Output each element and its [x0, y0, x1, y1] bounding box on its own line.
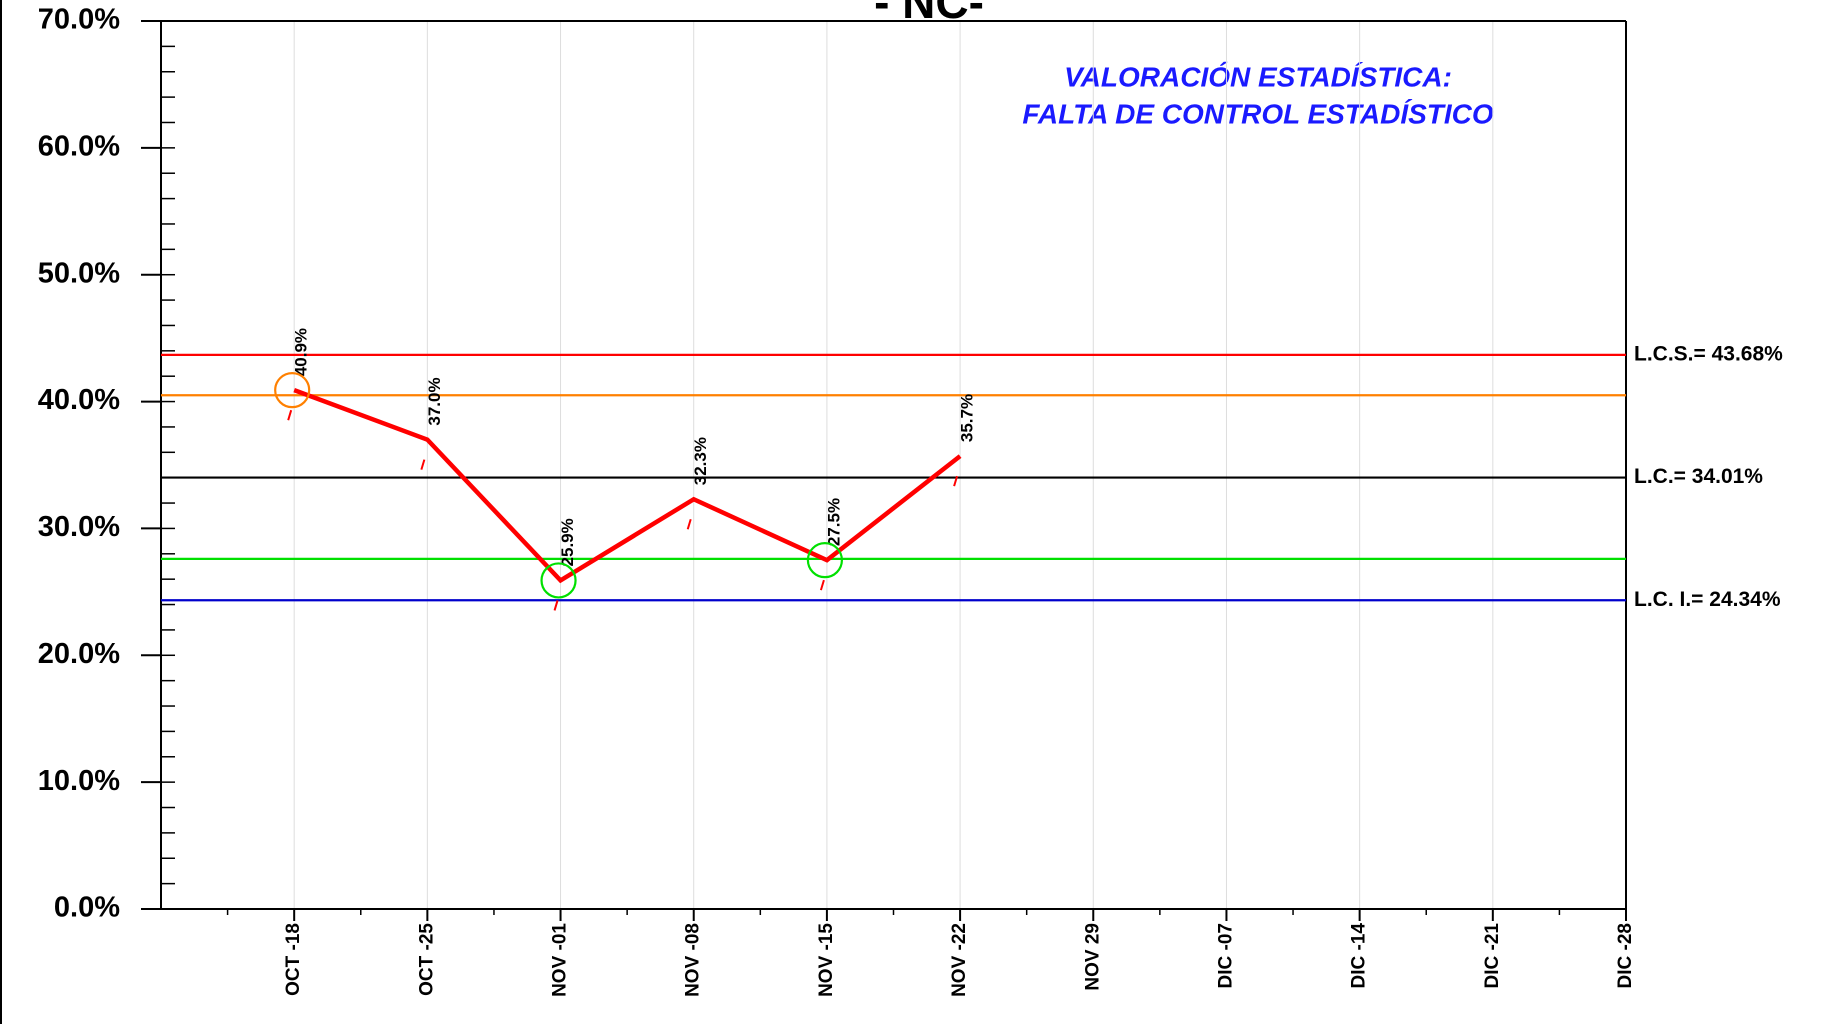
highlight-circle — [806, 542, 844, 579]
point-tick — [953, 475, 959, 487]
value-label: 35.7% — [958, 394, 977, 442]
highlight-circle — [274, 372, 311, 409]
x-tick-label: NOV -08 — [683, 923, 704, 997]
x-tick-label: NOV -15 — [816, 923, 837, 997]
highlight-circle — [540, 562, 577, 599]
y-tick-label: 0.0% — [54, 892, 120, 924]
reference-label: L.C.S.= 43.68% — [1634, 342, 1783, 365]
y-tick-label: 70.0% — [38, 4, 120, 36]
reference-label: L.C. I.= 24.34% — [1634, 588, 1781, 611]
value-label: 37.0% — [425, 377, 444, 425]
point-tick — [287, 409, 293, 421]
x-tick-label: DIC -14 — [1349, 923, 1370, 989]
reference-label: L.C.= 34.01% — [1634, 465, 1763, 488]
y-tick-label: 10.0% — [38, 765, 120, 797]
x-tick-label: NOV -01 — [550, 923, 571, 997]
x-tick-label: NOV -22 — [949, 923, 970, 997]
data-line — [293, 388, 962, 584]
x-tick-label: OCT -18 — [283, 923, 304, 996]
x-tick-label: DIC -21 — [1482, 923, 1503, 989]
x-tick-label: DIC -28 — [1615, 923, 1636, 988]
annotation: VALORACIÓN ESTADÍSTICA: — [1064, 61, 1452, 92]
annotation: FALTA DE CONTROL ESTADÍSTICO — [1022, 98, 1494, 129]
value-label: 32.3% — [691, 437, 710, 485]
x-tick-label: NOV 29 — [1082, 923, 1103, 991]
y-tick-label: 60.0% — [38, 131, 120, 163]
value-label: 27.5% — [824, 498, 843, 546]
point-tick — [686, 518, 692, 530]
point-tick — [819, 579, 825, 591]
value-label: 25.9% — [558, 518, 577, 566]
x-tick-label: DIC -07 — [1215, 923, 1236, 988]
y-tick-label: 30.0% — [38, 511, 120, 543]
y-tick-label: 20.0% — [38, 638, 120, 670]
point-tick — [420, 459, 426, 470]
y-tick-label: 40.0% — [38, 384, 120, 416]
x-tick-label: OCT -25 — [416, 923, 437, 996]
chart-title: - NC- — [874, 0, 984, 28]
value-label: 40.9% — [292, 328, 311, 376]
point-tick — [553, 600, 559, 611]
y-tick-label: 50.0% — [38, 257, 120, 289]
